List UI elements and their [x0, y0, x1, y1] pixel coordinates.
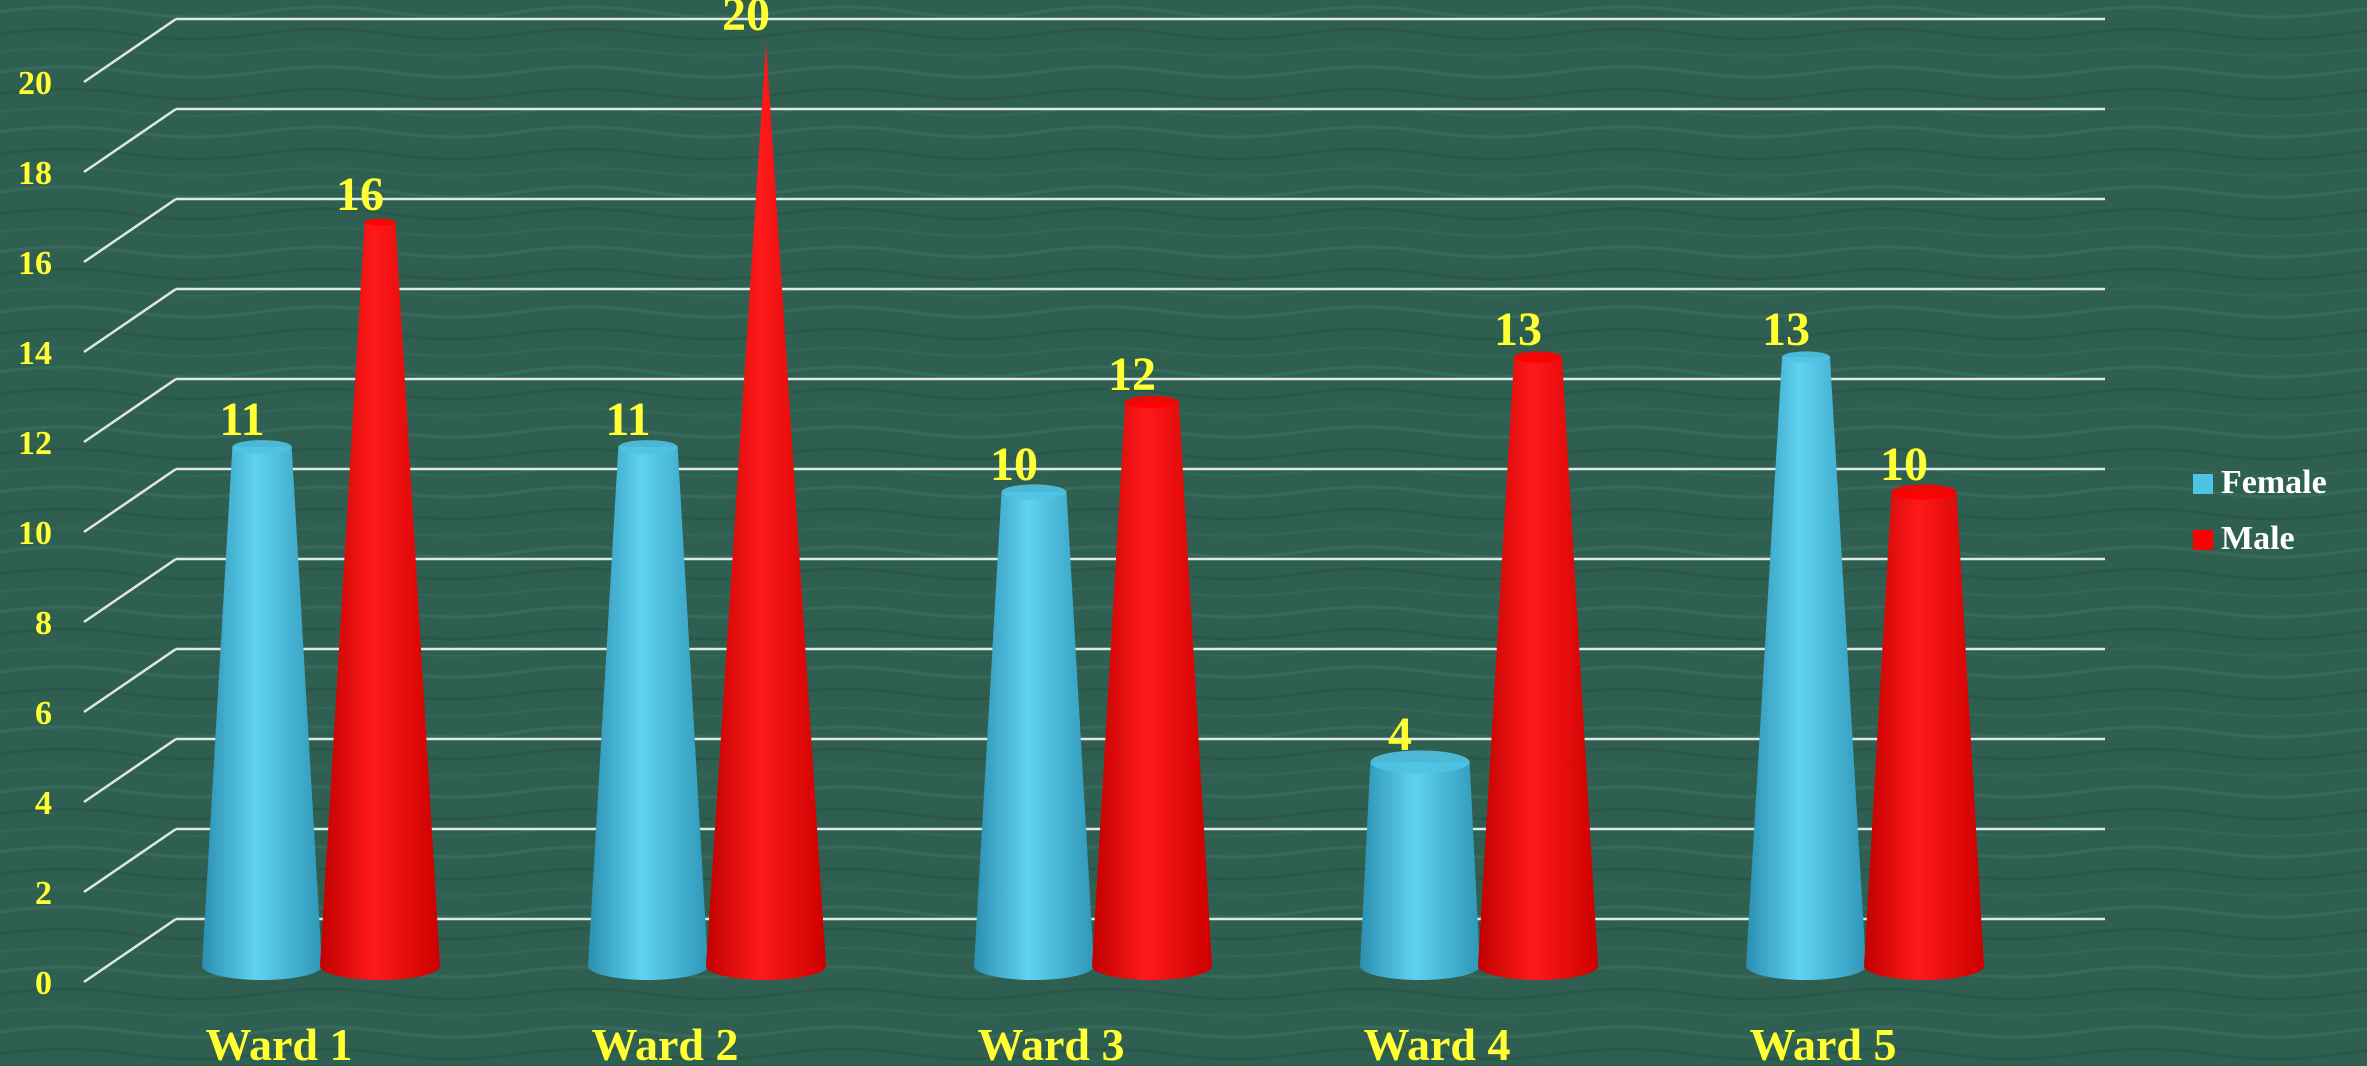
y-tick-label: 0	[35, 965, 52, 1002]
legend-label-male: Male	[2221, 520, 2295, 557]
data-label: 13	[1494, 303, 1542, 356]
gridline-depth	[83, 917, 177, 984]
legend-label-female: Female	[2221, 464, 2327, 501]
legend: Female Male	[2193, 464, 2327, 557]
bar-top	[618, 440, 678, 454]
bar-male	[1864, 484, 1984, 980]
bar-body	[706, 42, 826, 980]
bar-body	[1864, 492, 1984, 980]
y-tick-label: 10	[18, 515, 52, 552]
data-label: 16	[336, 168, 384, 221]
bar-female	[974, 484, 1094, 980]
bar-female	[202, 440, 322, 980]
bar-male	[320, 218, 440, 980]
gridline-depth	[83, 287, 177, 354]
gridline-depth	[83, 17, 177, 84]
bar-body	[1478, 357, 1598, 980]
data-label: 10	[990, 438, 1038, 491]
x-tick-label: Ward 5	[1750, 1019, 1897, 1066]
x-tick-label: Ward 2	[592, 1019, 739, 1066]
data-label: 11	[219, 393, 264, 446]
y-tick-label: 8	[35, 605, 52, 642]
gridline-depth	[83, 377, 177, 444]
y-tick-label: 12	[18, 425, 52, 462]
data-label: 12	[1108, 348, 1156, 401]
x-axis-category-labels: Ward 1 Ward 2 Ward 3 Ward 4 Ward 5	[206, 1019, 1897, 1066]
bar-female	[1360, 750, 1480, 980]
legend-swatch-male	[2193, 530, 2213, 550]
bar-female	[588, 440, 708, 980]
y-tick-label: 2	[35, 875, 52, 912]
y-tick-label: 14	[18, 335, 52, 372]
gridline-depth	[83, 467, 177, 534]
bar-top	[1891, 484, 1957, 500]
bar-body	[1360, 762, 1480, 980]
bar-male	[1092, 395, 1212, 980]
y-axis-tick-labels: 0 2 4 6 8 10 12 14 16 18 20	[18, 65, 52, 1002]
bar-top	[364, 218, 396, 226]
gridline-depth	[83, 107, 177, 174]
bar-top	[1782, 351, 1830, 363]
bar-body	[320, 222, 440, 980]
data-label: 11	[605, 393, 650, 446]
bar-top	[1514, 351, 1562, 363]
bars	[202, 42, 1984, 980]
y-tick-label: 20	[18, 65, 52, 102]
y-tick-label: 16	[18, 245, 52, 282]
gridline-depth	[83, 197, 177, 264]
legend-swatch-female	[2193, 474, 2213, 494]
data-labels: 11 16 11 20 10 12 4 13 13 10	[219, 0, 1928, 761]
bar-body	[1746, 357, 1866, 980]
bar-body	[1092, 402, 1212, 980]
bar-top	[1001, 484, 1067, 500]
bar-male	[1478, 351, 1598, 980]
bar-male	[706, 42, 826, 980]
bar-body	[974, 492, 1094, 980]
bar-top	[1125, 395, 1179, 409]
x-tick-label: Ward 1	[206, 1019, 353, 1066]
gridline-depth	[83, 647, 177, 714]
data-label: 20	[722, 0, 770, 41]
bar-body	[202, 447, 322, 980]
data-label: 10	[1880, 438, 1928, 491]
data-label: 13	[1762, 303, 1810, 356]
bar-female	[1746, 351, 1866, 980]
y-tick-label: 6	[35, 695, 52, 732]
y-tick-label: 4	[35, 785, 52, 822]
y-tick-label: 18	[18, 155, 52, 192]
x-tick-label: Ward 4	[1364, 1019, 1511, 1066]
x-tick-label: Ward 3	[978, 1019, 1125, 1066]
gridline-depth	[83, 827, 177, 894]
bar-top	[1370, 750, 1470, 774]
gridline-depth	[83, 737, 177, 804]
bar-body	[588, 447, 708, 980]
bar-top	[232, 440, 292, 454]
gridline-depth	[83, 557, 177, 624]
data-label: 4	[1388, 708, 1412, 761]
